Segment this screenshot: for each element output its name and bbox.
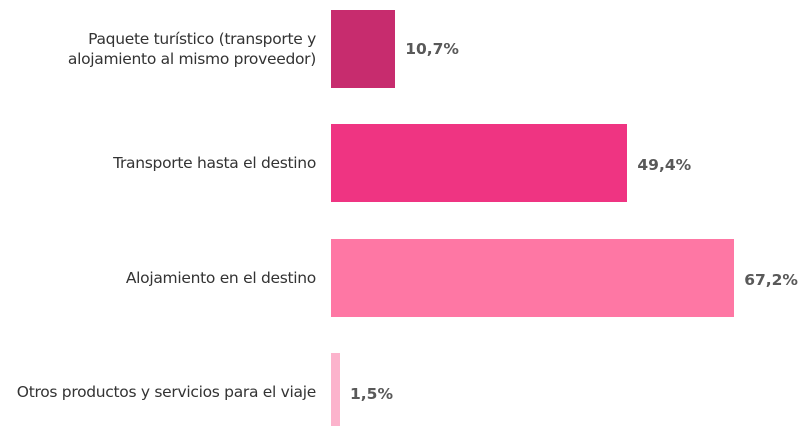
value-label: 49,4% [637,156,692,175]
category-label: Alojamiento en el destino [125,268,316,287]
category-label: Paquete turístico (transporte y alojamie… [67,30,316,68]
bar [331,352,340,426]
category-label: Transporte hasta el destino [113,154,316,173]
value-label: 67,2% [744,270,798,289]
value-label: 10,7% [405,40,459,58]
bar [331,10,396,88]
bar [331,124,628,203]
bar [331,238,735,317]
value-label: 1,5% [350,384,393,403]
category-label: Otros productos y servicios para el viaj… [16,382,317,401]
